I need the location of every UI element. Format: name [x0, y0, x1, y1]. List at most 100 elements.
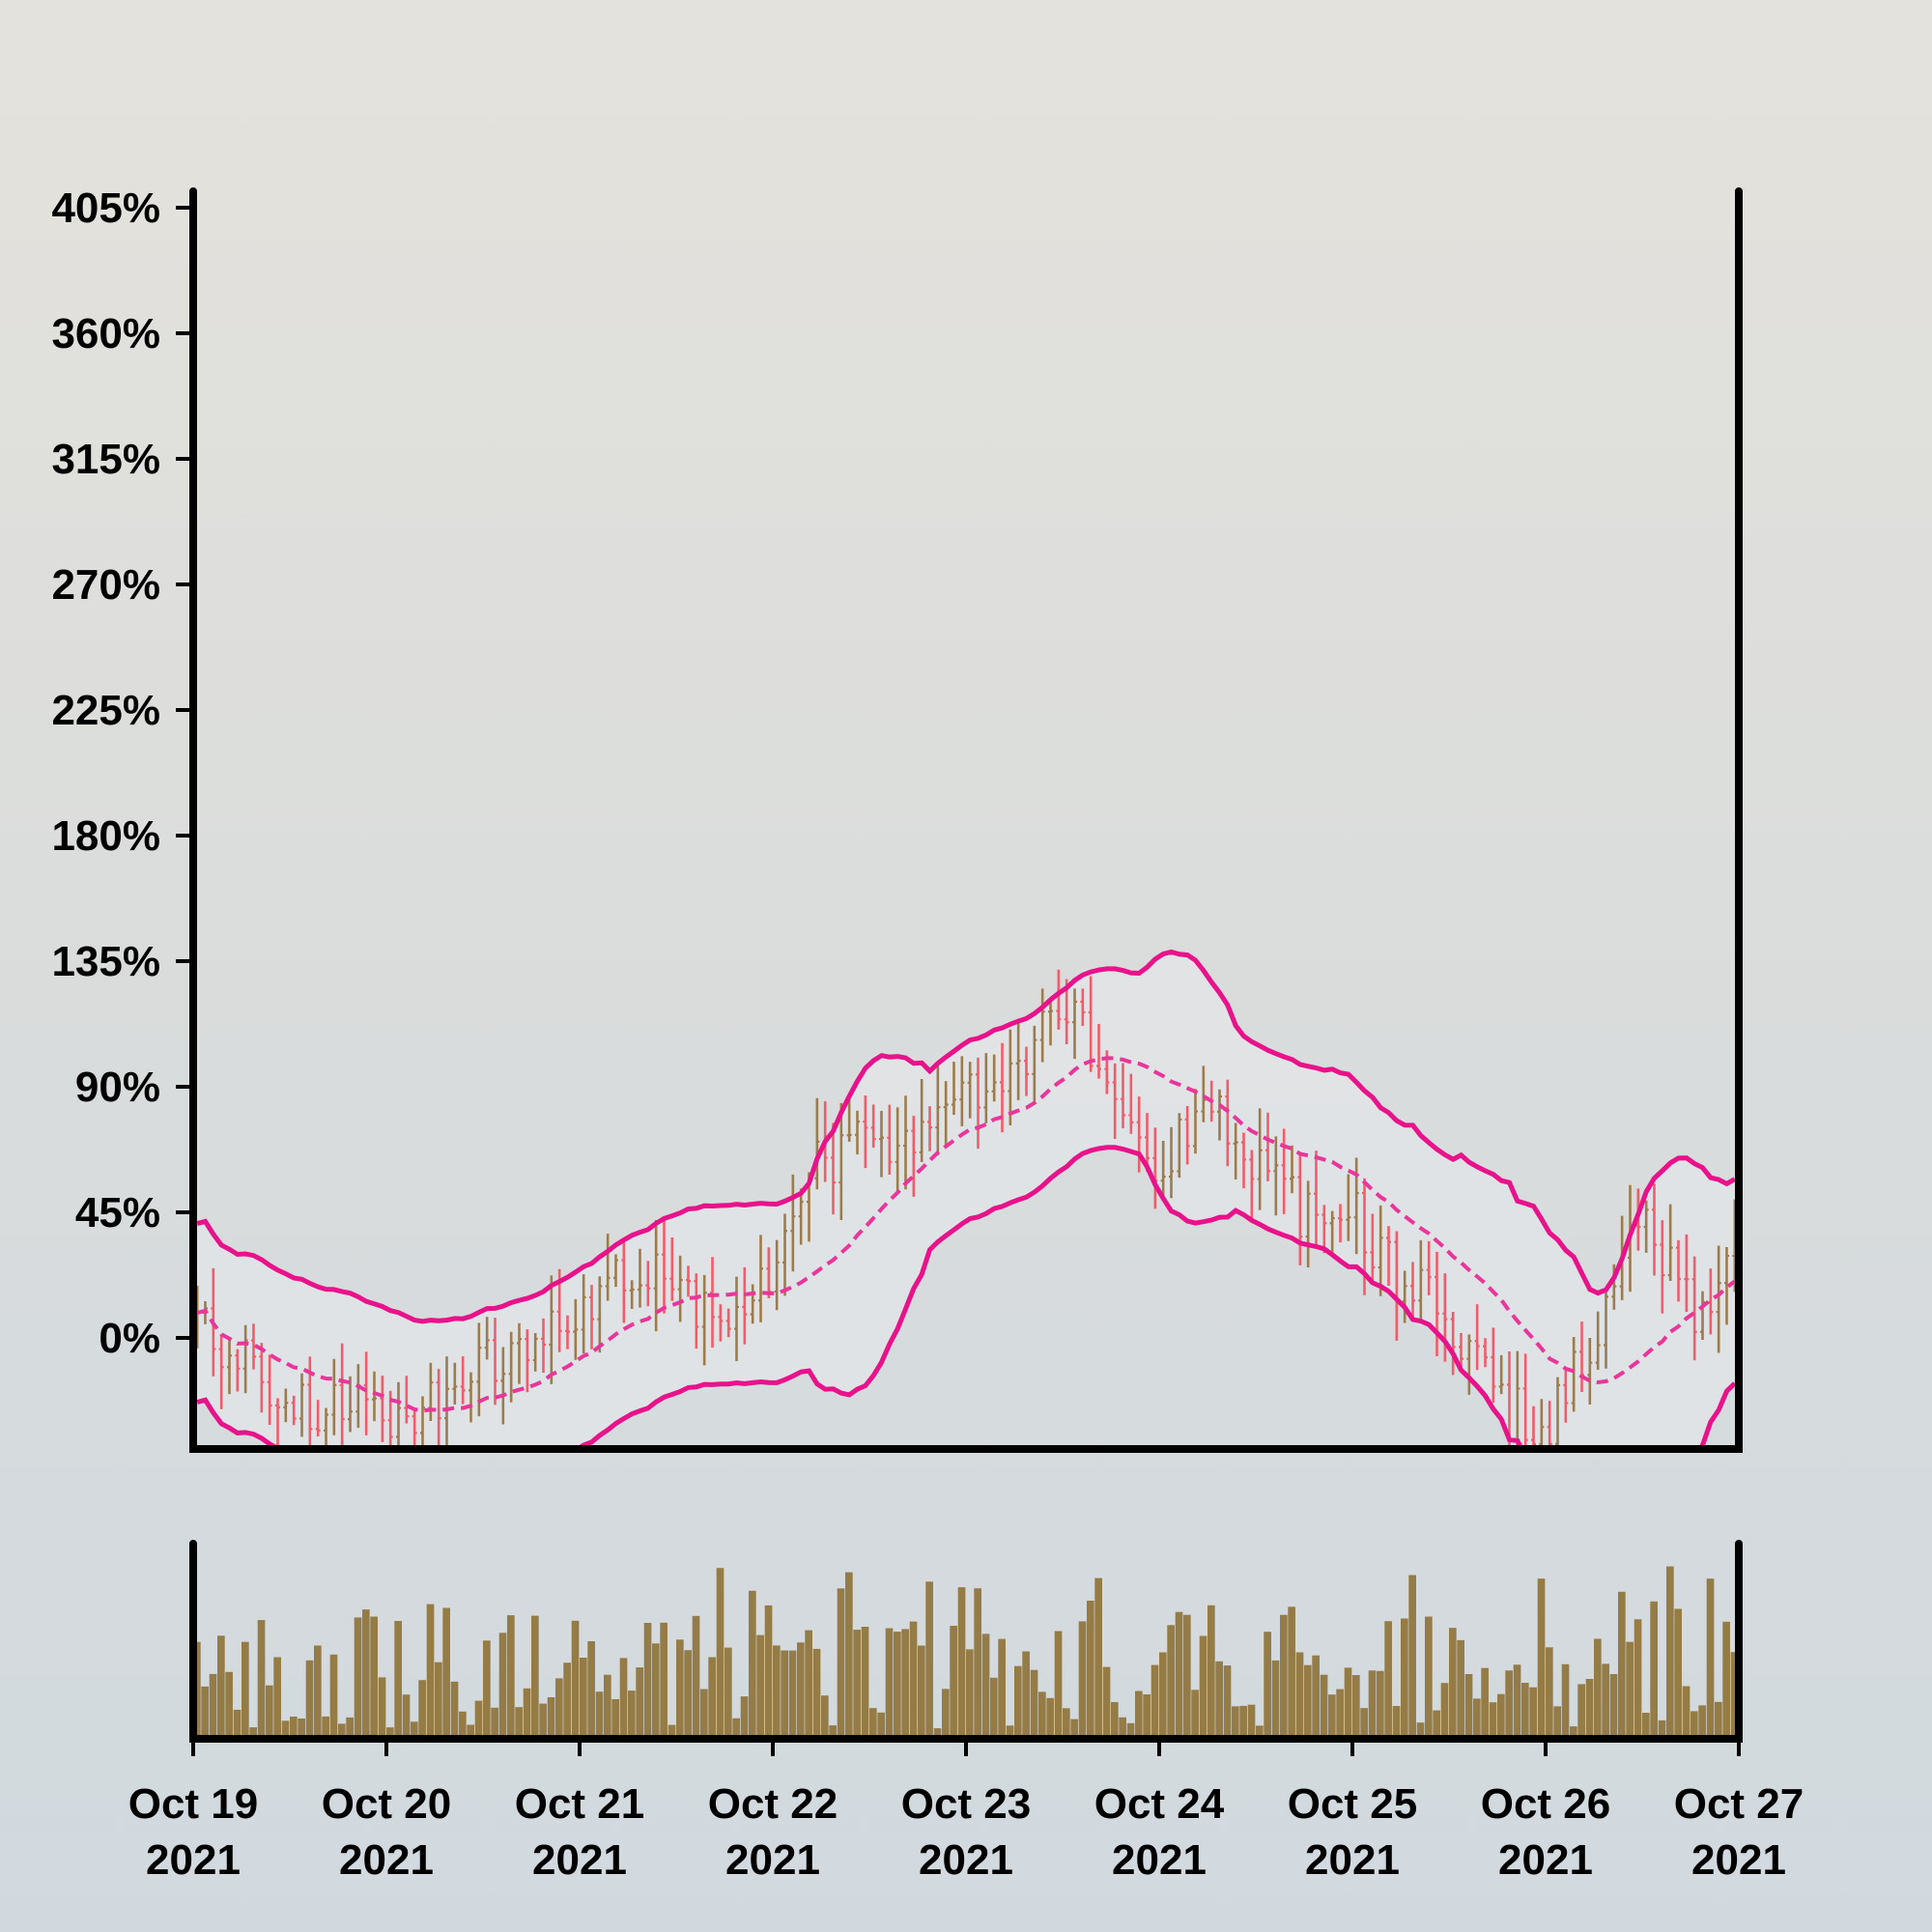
ohlc-bar: [1249, 1150, 1255, 1222]
ohlc-bar: [1338, 1204, 1343, 1243]
lower-band-line: [196, 1145, 1737, 1449]
volume-bar: [1440, 1683, 1449, 1739]
volume-bar: [1126, 1722, 1135, 1739]
ohlc-bar: [493, 1318, 497, 1406]
volume-bar: [1239, 1705, 1247, 1739]
ohlc-bar: [1716, 1245, 1721, 1353]
volume-bar: [1521, 1683, 1529, 1739]
volume-bar: [450, 1681, 459, 1739]
ohlc-bar: [927, 1106, 932, 1151]
ohlc-bar: [1555, 1377, 1560, 1449]
y-tick-label: 180%: [51, 812, 160, 860]
volume-bar: [411, 1721, 418, 1739]
volume-bar: [370, 1616, 378, 1739]
ohlc-bar: [452, 1362, 458, 1406]
volume-bar: [1336, 1689, 1344, 1739]
volume-bar: [595, 1691, 604, 1739]
volume-bar: [894, 1632, 901, 1739]
volume-bar: [474, 1700, 483, 1739]
ohlc-bar: [621, 1239, 627, 1323]
ohlc-bar: [1418, 1239, 1424, 1323]
y-tick-label: 270%: [51, 561, 160, 609]
volume-bar: [756, 1634, 764, 1739]
volume-bar: [1384, 1621, 1392, 1739]
y-tick-label: 0%: [99, 1315, 160, 1362]
volume-bar: [1602, 1663, 1609, 1739]
volume-bar: [322, 1716, 329, 1739]
volume-bar: [805, 1630, 812, 1739]
volume-bar: [861, 1627, 869, 1739]
volume-bar: [1537, 1578, 1546, 1739]
axes-layer: [189, 187, 1743, 1743]
ohlc-bar: [565, 1315, 570, 1350]
volume-bar: [1682, 1686, 1690, 1739]
ohlc-bar: [1241, 1132, 1246, 1189]
ohlc-bar: [307, 1356, 313, 1449]
ohlc-bar: [436, 1369, 441, 1449]
ohlc-bar: [1008, 1029, 1013, 1126]
ohlc-bar: [1169, 1126, 1174, 1199]
ohlc-bar: [1571, 1336, 1577, 1412]
volume-bar: [257, 1620, 266, 1739]
volume-bar: [990, 1677, 998, 1739]
ohlc-bar: [645, 1261, 651, 1307]
ohlc-bar: [1370, 1213, 1376, 1285]
ohlc-bar: [959, 1056, 965, 1126]
x-tick-label: Oct 23 2021: [901, 1780, 1032, 1884]
x-tick-label: Oct 21 2021: [515, 1780, 645, 1884]
volume-bar: [1271, 1660, 1280, 1739]
volume-bar: [498, 1633, 507, 1739]
volume-bar: [1022, 1651, 1030, 1739]
volume-bar: [1594, 1638, 1602, 1739]
ohlc-bar: [1217, 1089, 1222, 1141]
volume-bar: [298, 1719, 305, 1739]
ohlc-bar: [1281, 1128, 1287, 1214]
ohlc-bar: [275, 1398, 280, 1449]
volume-bar: [918, 1645, 925, 1739]
ohlc-bar: [404, 1376, 410, 1424]
ohlc-bar: [1032, 1025, 1037, 1102]
ohlc-bar: [870, 1104, 876, 1149]
ohlc-bar: [1080, 988, 1086, 1026]
volume-bar: [1183, 1614, 1191, 1739]
volume-bar: [724, 1647, 732, 1739]
ohlc-bar: [1160, 1140, 1166, 1201]
ohlc-bar: [943, 1081, 949, 1147]
volume-bar: [1320, 1674, 1328, 1739]
ohlc-bar: [879, 1111, 884, 1178]
volume-bar: [225, 1671, 233, 1739]
ohlc-bar: [1522, 1353, 1528, 1449]
ohlc-bar: [1595, 1311, 1601, 1370]
volume-bar: [684, 1650, 692, 1739]
volume-bar: [933, 1728, 942, 1739]
volume-bar: [764, 1605, 773, 1739]
volume-bar: [974, 1588, 981, 1739]
x-tick-label: Oct 20 2021: [322, 1780, 452, 1884]
volume-bar: [1167, 1625, 1175, 1739]
volume-bar: [1046, 1697, 1054, 1739]
volume-bar: [201, 1686, 209, 1739]
volume-bar: [1368, 1670, 1377, 1739]
ohlc-bar: [1088, 976, 1094, 1072]
ohlc-bar: [549, 1275, 554, 1384]
volume-bar: [1175, 1611, 1183, 1739]
volume-bar: [531, 1615, 539, 1739]
volume-bar: [587, 1641, 595, 1739]
volume-bar: [1658, 1719, 1666, 1739]
volume-bar: [394, 1621, 402, 1739]
volume-bar: [1312, 1655, 1320, 1739]
ohlc-bar: [283, 1388, 289, 1423]
ohlc-bar: [1177, 1113, 1182, 1179]
volume-bar: [1288, 1606, 1295, 1739]
volume-bar: [354, 1617, 362, 1739]
volume-bar: [362, 1609, 370, 1739]
volume-bar: [901, 1629, 909, 1739]
volume-bar: [716, 1568, 724, 1739]
volume-bar: [1408, 1575, 1416, 1739]
price-panel-frame: [189, 187, 1743, 1453]
ohlc-bar: [1700, 1291, 1705, 1340]
volume-bar: [1215, 1661, 1223, 1739]
volume-bar: [732, 1718, 740, 1739]
ohlc-bar: [1305, 1180, 1311, 1268]
volume-bar: [619, 1658, 628, 1739]
